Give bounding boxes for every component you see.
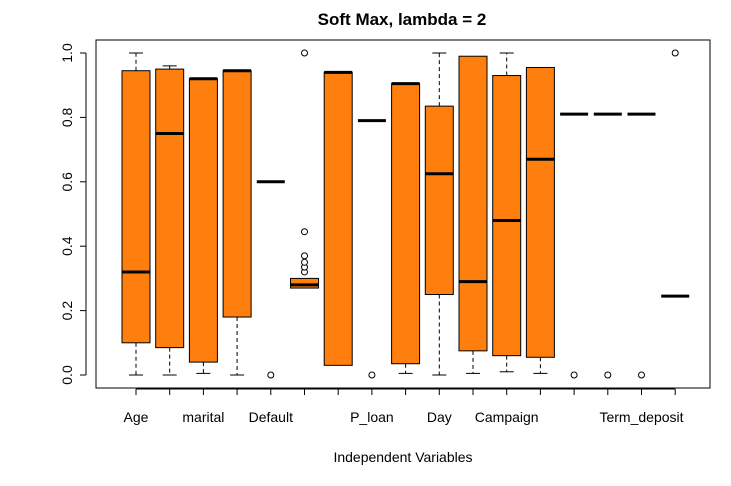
y-tick-label: 1.0 bbox=[59, 43, 75, 63]
box-rect bbox=[525, 66, 555, 358]
x-tick-label: P_loan bbox=[350, 409, 394, 425]
y-tick-label: 0.6 bbox=[59, 172, 75, 192]
box-0 bbox=[121, 52, 151, 376]
box-rect bbox=[458, 55, 488, 352]
box-12 bbox=[525, 66, 555, 374]
x-axis-label: Independent Variables bbox=[333, 449, 472, 465]
box-8 bbox=[391, 82, 421, 374]
y-tick-label: 0.0 bbox=[59, 365, 75, 385]
box-7 bbox=[357, 119, 386, 379]
box-rect bbox=[424, 105, 454, 295]
outlier-point bbox=[671, 49, 679, 57]
outlier-point bbox=[368, 371, 376, 379]
box-9 bbox=[424, 52, 454, 376]
outlier-point bbox=[570, 371, 578, 379]
box-rect bbox=[188, 78, 218, 363]
box-16 bbox=[661, 49, 690, 298]
box-10 bbox=[458, 55, 488, 374]
plot-frame bbox=[95, 39, 711, 389]
outlier-point bbox=[267, 371, 275, 379]
x-tick-label: marital bbox=[182, 409, 224, 425]
box-5 bbox=[290, 49, 319, 289]
box-2 bbox=[188, 77, 218, 374]
x-tick-label: Day bbox=[427, 409, 452, 425]
outlier-point bbox=[604, 371, 612, 379]
box-rect bbox=[290, 277, 319, 289]
box-rect bbox=[492, 75, 522, 357]
y-tick-label: 0.4 bbox=[59, 236, 75, 256]
y-tick-label: 0.2 bbox=[59, 301, 75, 321]
boxes-layer bbox=[121, 49, 690, 379]
box-rect bbox=[323, 71, 353, 366]
x-tick-label: Term_deposit bbox=[599, 409, 683, 425]
outlier-point bbox=[301, 258, 308, 266]
x-tick-label: Age bbox=[124, 409, 149, 425]
y-axis: 0.0 0.2 0.4 0.6 0.8 1.0 bbox=[59, 43, 87, 385]
box-14 bbox=[593, 112, 622, 379]
box-rect bbox=[155, 68, 185, 349]
outlier-point bbox=[301, 49, 308, 57]
box-6 bbox=[323, 70, 353, 366]
x-axis: Age marital Default P_loan Day Campaign Term_d… bbox=[124, 388, 684, 425]
box-rect bbox=[391, 83, 421, 365]
box-rect bbox=[121, 70, 151, 344]
outlier-point bbox=[301, 228, 308, 236]
outlier-point bbox=[301, 252, 308, 260]
x-tick-label: Default bbox=[249, 409, 293, 425]
box-rect bbox=[222, 70, 252, 318]
box-3 bbox=[222, 69, 252, 376]
y-tick-label: 0.8 bbox=[59, 107, 75, 127]
box-15 bbox=[627, 112, 656, 379]
box-13 bbox=[560, 112, 589, 379]
chart-title: Soft Max, lambda = 2 bbox=[318, 10, 487, 29]
x-tick-label: Campaign bbox=[475, 409, 539, 425]
box-11 bbox=[492, 52, 522, 373]
box-4 bbox=[256, 180, 285, 379]
outlier-point bbox=[638, 371, 645, 379]
box-1 bbox=[155, 65, 185, 376]
